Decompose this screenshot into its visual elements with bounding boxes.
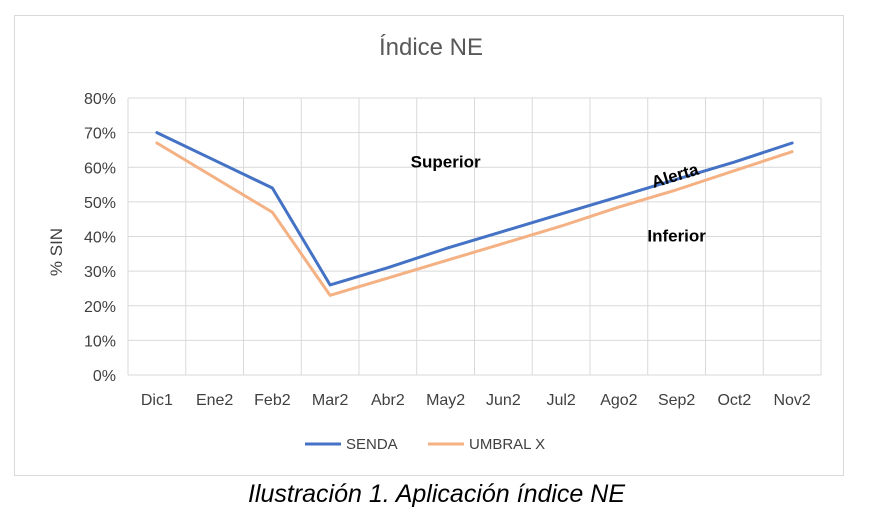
y-tick-label: 20%	[84, 299, 116, 316]
y-tick-label: 80%	[84, 91, 116, 108]
x-tick-label: Mar2	[312, 392, 349, 409]
y-tick-label: 60%	[84, 160, 116, 177]
legend: SENDA UMBRAL X	[305, 436, 545, 453]
x-tick-label: Jun2	[486, 392, 521, 409]
y-tick-label: 50%	[84, 195, 116, 212]
x-tick-label: Jul2	[546, 392, 575, 409]
gridlines	[127, 97, 822, 376]
x-tick-label: Abr2	[371, 392, 405, 409]
figure-caption: Ilustración 1. Aplicación índice NE	[247, 480, 626, 508]
chart-title: Índice NE	[379, 34, 483, 61]
x-tick-label: Sep2	[658, 392, 695, 409]
y-tick-label: 40%	[84, 230, 116, 247]
series-lines	[155, 131, 794, 297]
y-axis-ticks: 0% 10% 20% 30% 40% 50% 60% 70% 80%	[84, 91, 116, 385]
legend-label: UMBRAL X	[469, 436, 545, 453]
annotation-alerta: Alerta	[649, 160, 701, 192]
x-tick-label: Ago2	[600, 392, 637, 409]
x-tick-label: Oct2	[717, 392, 751, 409]
annotation-inferior: Inferior	[647, 227, 706, 246]
y-axis-label: % SIN	[47, 228, 66, 276]
x-tick-label: May2	[426, 392, 465, 409]
y-tick-label: 70%	[84, 126, 116, 143]
series-line-umbral-x	[155, 141, 794, 297]
x-axis-ticks: Dic1 Ene2 Feb2 Mar2 Abr2 May2 Jun2 Jul2 Ago2 Sep2…	[141, 392, 811, 409]
annotations: Superior Alerta Inferior	[411, 152, 707, 245]
x-tick-label: Ene2	[196, 392, 233, 409]
chart-frame: Índice NE % SIN 0% 10% 20% 30% 40% 50% 60% 70% 8…	[14, 15, 844, 476]
x-tick-label: Dic1	[141, 392, 173, 409]
series-line-senda	[155, 131, 794, 287]
y-tick-label: 0%	[93, 368, 116, 385]
annotation-superior: Superior	[411, 152, 481, 171]
y-tick-label: 30%	[84, 264, 116, 281]
x-tick-label: Nov2	[773, 392, 810, 409]
x-tick-label: Feb2	[254, 392, 291, 409]
legend-label: SENDA	[346, 436, 398, 453]
y-tick-label: 10%	[84, 333, 116, 350]
line-chart: Índice NE % SIN 0% 10% 20% 30% 40% 50% 60% 70% 8…	[47, 34, 822, 453]
